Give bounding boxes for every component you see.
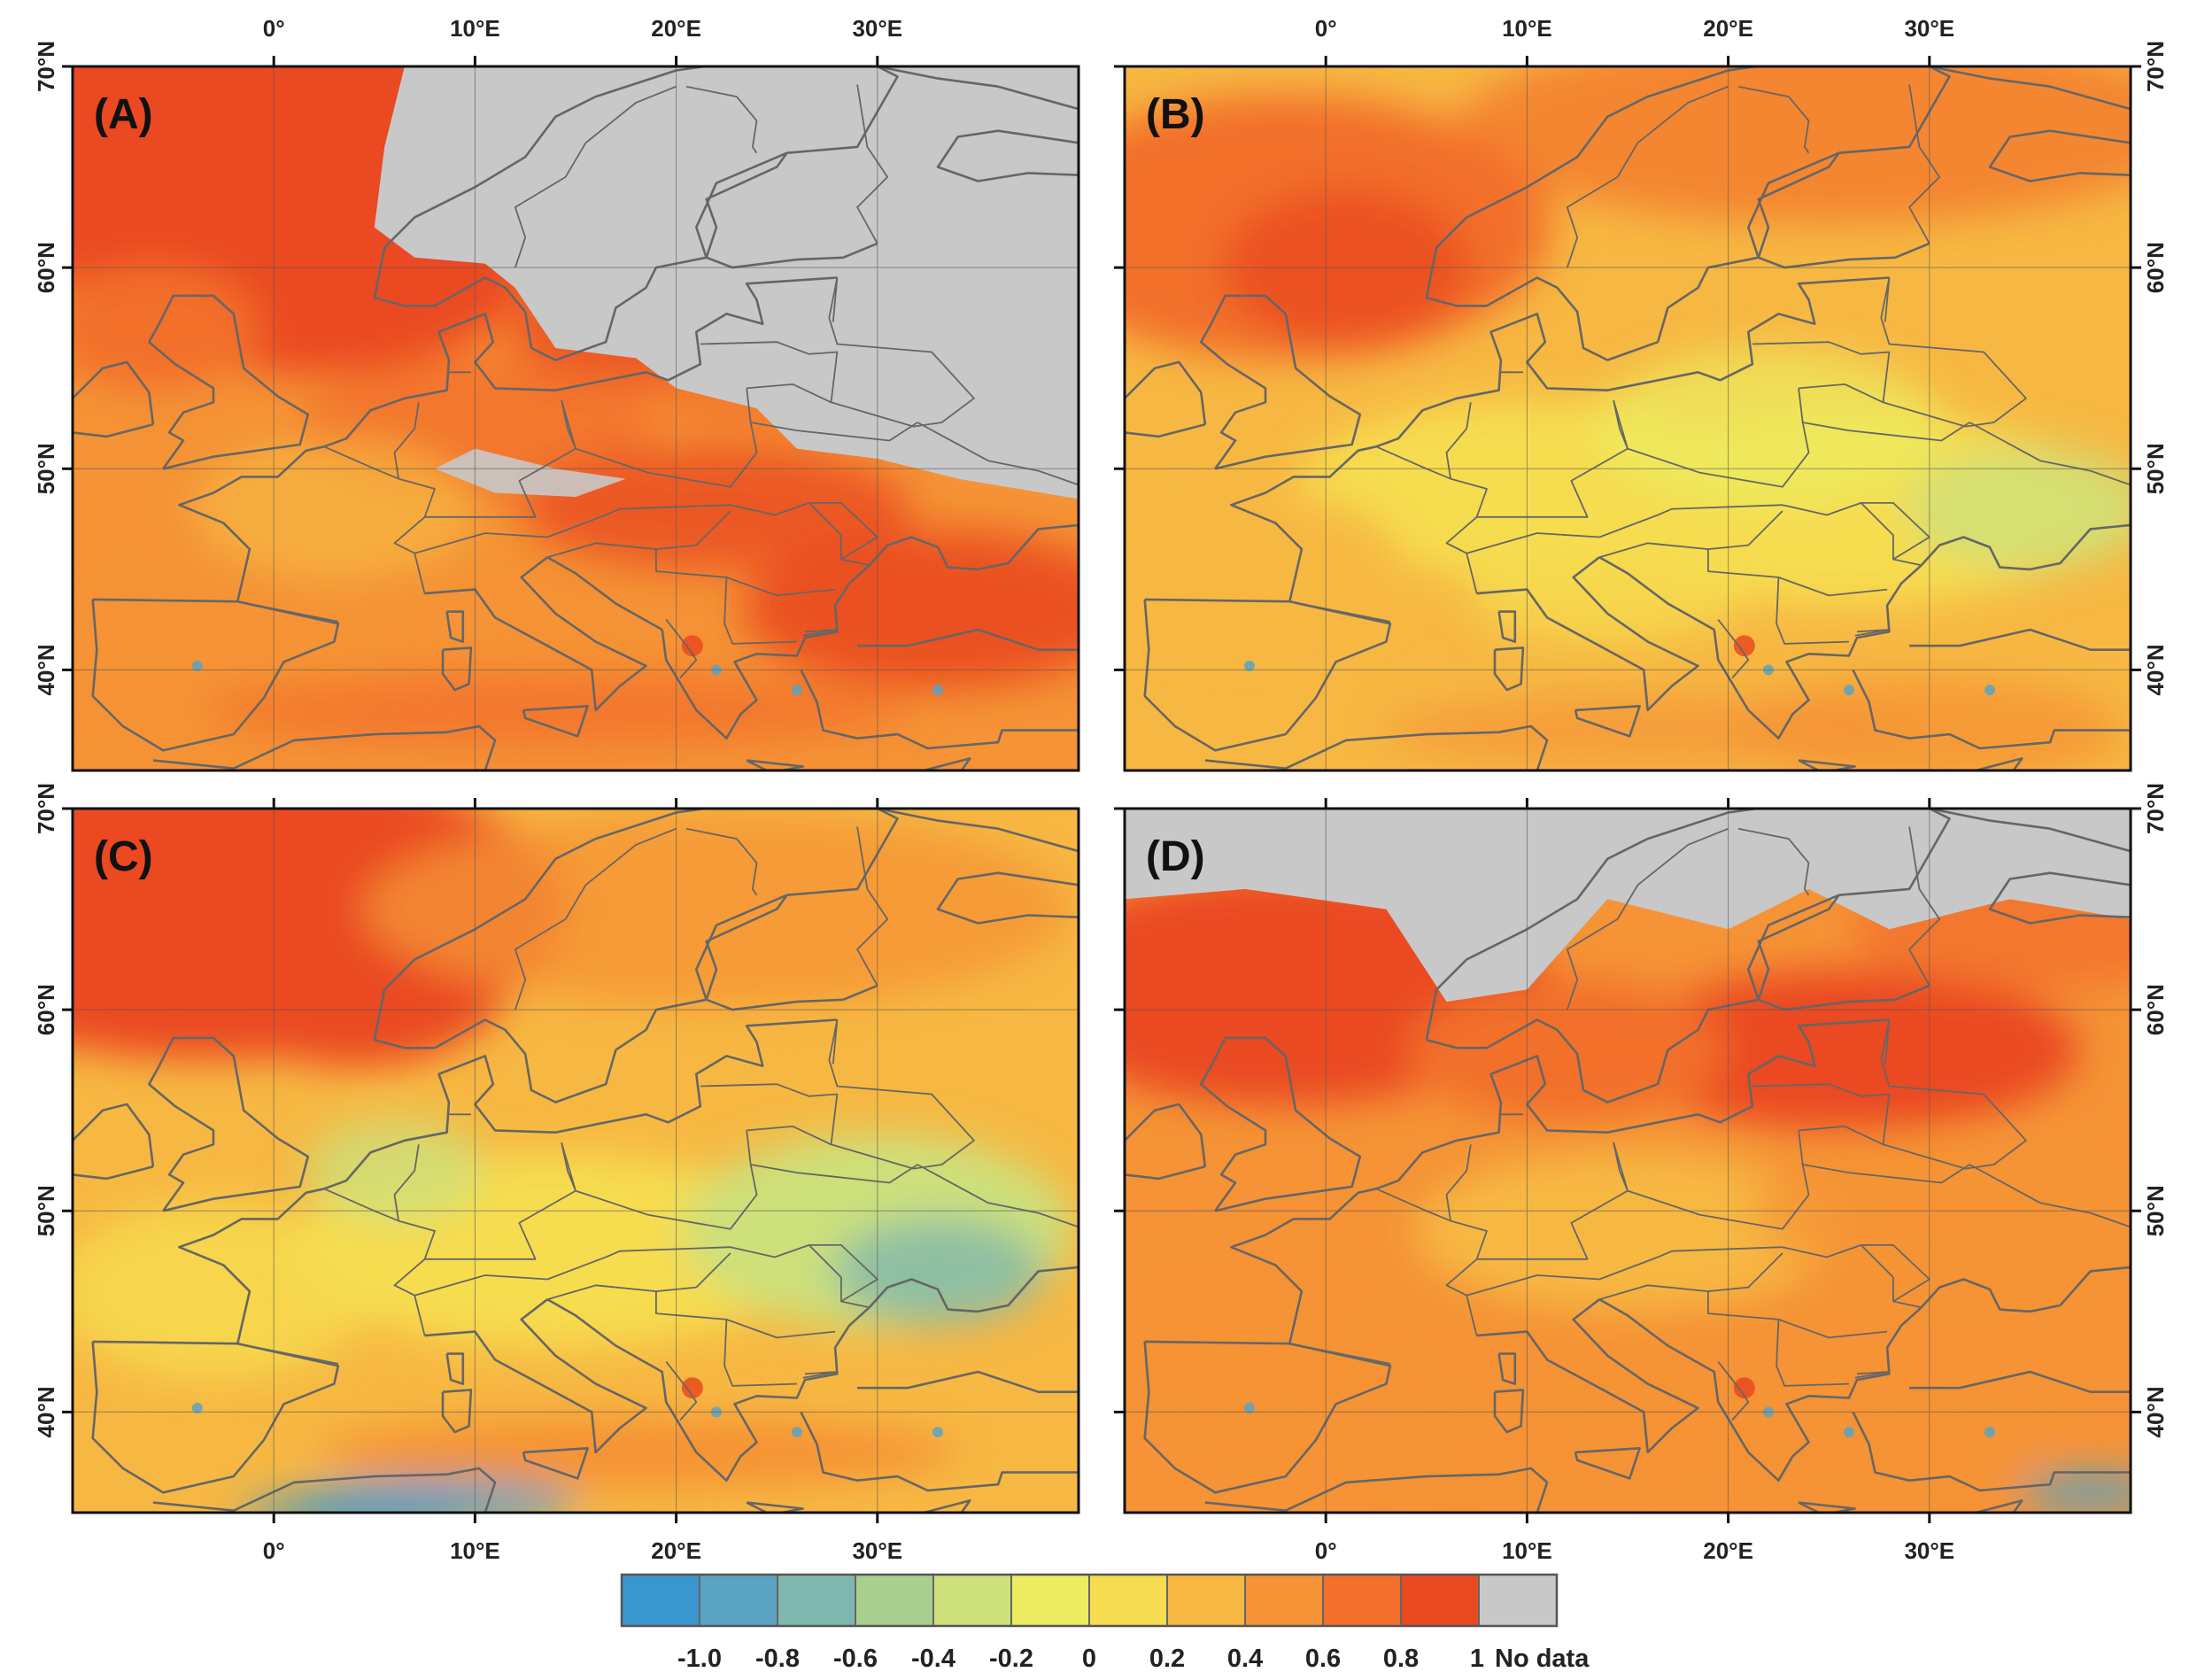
legend-swatch <box>1010 1574 1090 1627</box>
lon-tick-label: 10°E <box>450 15 500 42</box>
legend-tick-label: -0.2 <box>989 1645 1033 1673</box>
legend-no-data-label: No data <box>1495 1645 1590 1673</box>
panel-label: (B) <box>1146 91 1205 138</box>
map-panel-C: 0° 10°E 20°E 30°E 40°N 50°N 60°N 70°N (C) <box>33 783 1080 1564</box>
legend-swatch <box>932 1574 1012 1627</box>
legend-tick-label: -0.6 <box>833 1645 878 1673</box>
lon-tick-label: 10°E <box>1502 1537 1552 1564</box>
lon-tick-label: 0° <box>1315 15 1337 42</box>
map-panel-B: 0° 10°E 20°E 30°E 40°N 50°N 60°N 70°N (B) <box>1114 15 2169 772</box>
legend-swatch <box>1166 1574 1246 1627</box>
lon-tick-label: 30°E <box>852 15 902 42</box>
legend-swatch <box>1244 1574 1324 1627</box>
lat-tick-label: 50°N <box>33 1185 59 1236</box>
legend-tick-label: -0.8 <box>755 1645 800 1673</box>
lat-tick-label: 50°N <box>2142 1185 2169 1236</box>
lon-tick-label: 0° <box>263 1537 285 1564</box>
legend-swatch <box>1322 1574 1402 1627</box>
legend-swatch <box>621 1574 700 1627</box>
lat-tick-label: 70°N <box>33 783 59 834</box>
legend-swatch <box>777 1574 856 1627</box>
lat-tick-label: 70°N <box>2142 41 2169 92</box>
lat-tick-label: 60°N <box>33 984 59 1035</box>
lon-tick-label: 30°E <box>852 1537 902 1564</box>
legend-swatch <box>855 1574 934 1627</box>
legend-tick-label: -1.0 <box>677 1645 722 1673</box>
legend-tick-label: 0.4 <box>1227 1645 1263 1673</box>
lon-tick-label: 30°E <box>1904 1537 1954 1564</box>
panel-label: (D) <box>1146 833 1205 880</box>
legend-tick-label: 0.6 <box>1305 1645 1341 1673</box>
legend-colorbar: -1.0 -0.8 -0.6 -0.4 -0.2 0 0.2 0.4 0.6 0.8 1 No dat… <box>620 1573 1590 1673</box>
lon-tick-label: 20°E <box>651 15 701 42</box>
lon-tick-label: 0° <box>1315 1537 1337 1564</box>
lat-tick-label: 40°N <box>33 644 59 695</box>
lon-tick-label: 30°E <box>1904 15 1954 42</box>
legend-tick-label: 0.2 <box>1149 1645 1185 1673</box>
panel-label: (C) <box>94 833 153 880</box>
legend-swatch <box>1478 1574 1558 1627</box>
lat-tick-label: 40°N <box>2142 1386 2169 1437</box>
lon-tick-label: 0° <box>263 15 285 42</box>
lat-tick-label: 40°N <box>33 1386 59 1437</box>
legend-swatch <box>1088 1574 1168 1627</box>
map-panel-A: 0° 10°E 20°E 30°E 40°N 50°N 60°N 70°N (A) <box>33 15 1080 772</box>
lon-tick-label: 20°E <box>651 1537 701 1564</box>
lon-tick-label: 20°E <box>1703 1537 1753 1564</box>
map-panels: 0° 10°E 20°E 30°E 40°N 50°N 60°N 70°N (A) 0° 10°E 2… <box>33 15 2169 1564</box>
panel-label: (A) <box>94 91 153 138</box>
legend-tick-label: -0.4 <box>911 1645 956 1673</box>
map-panel-D: 0° 10°E 20°E 30°E 40°N 50°N 60°N 70°N (D) <box>1114 783 2169 1564</box>
lat-tick-label: 60°N <box>2142 984 2169 1035</box>
legend-swatch <box>1400 1574 1480 1627</box>
lat-tick-label: 50°N <box>33 443 59 494</box>
lon-tick-label: 10°E <box>1502 15 1552 42</box>
lat-tick-label: 70°N <box>33 41 59 92</box>
legend-tick-label: 0.8 <box>1383 1645 1419 1673</box>
lat-tick-label: 40°N <box>2142 644 2169 695</box>
legend-swatch <box>699 1574 778 1627</box>
lon-tick-label: 20°E <box>1703 15 1753 42</box>
lat-tick-label: 50°N <box>2142 443 2169 494</box>
lon-tick-label: 10°E <box>450 1537 500 1564</box>
legend-tick-label: 0 <box>1082 1645 1096 1673</box>
lat-tick-label: 70°N <box>2142 783 2169 834</box>
lat-tick-label: 60°N <box>2142 242 2169 293</box>
legend-tick-label: 1 <box>1470 1645 1484 1673</box>
lat-tick-label: 60°N <box>33 242 59 293</box>
